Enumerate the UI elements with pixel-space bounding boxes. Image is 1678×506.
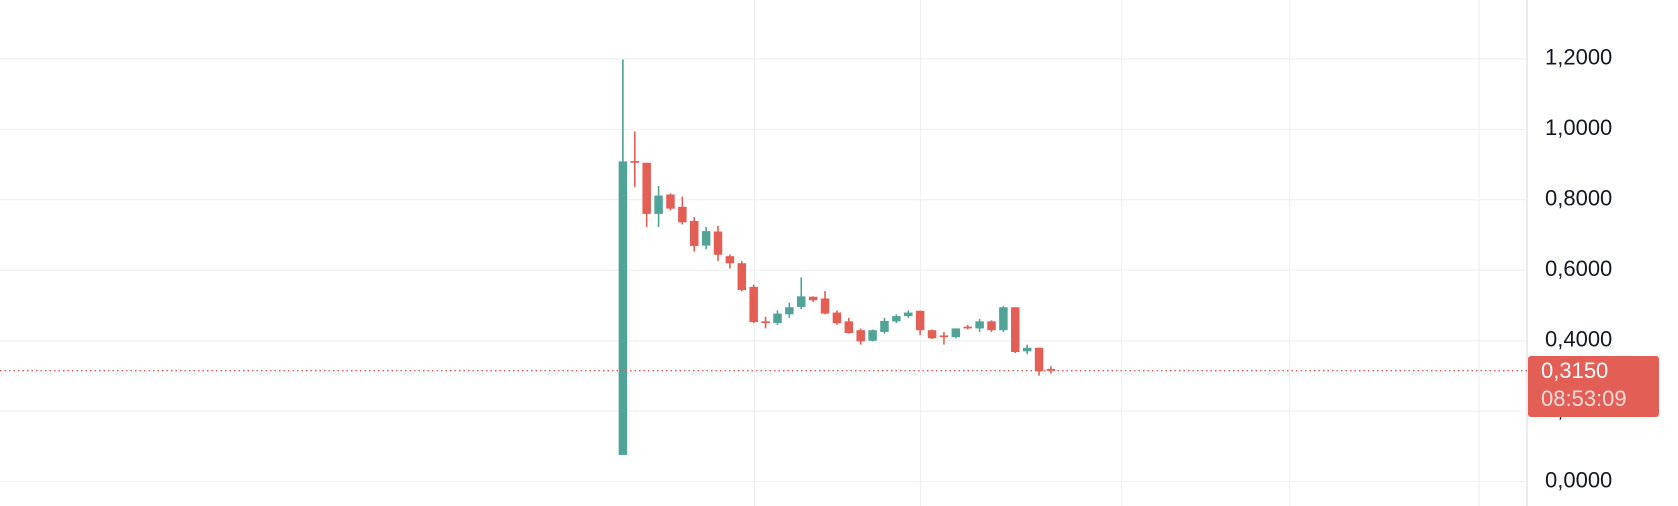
candle-body [678, 206, 687, 223]
candle-body [749, 286, 758, 323]
candle-body [1011, 307, 1020, 353]
time-grid [754, 0, 1480, 506]
candle-body [868, 330, 877, 341]
candle-body [963, 326, 972, 329]
candle-body [701, 231, 711, 246]
candle-body [832, 312, 842, 324]
candle-body [808, 296, 818, 301]
candle-body [654, 195, 663, 214]
candle-body [761, 321, 770, 324]
y-tick-label: 1,0000 [1545, 115, 1612, 140]
candle-body [785, 307, 794, 315]
y-tick-label: 0,4000 [1545, 327, 1612, 352]
candle-body [856, 330, 865, 342]
price-label-box [1528, 356, 1659, 417]
candle-body [999, 307, 1008, 331]
candle-body [1022, 347, 1032, 352]
candle-body [939, 335, 949, 338]
candle-body [927, 330, 937, 339]
candle-body [725, 256, 735, 264]
y-tick-label: 0,6000 [1545, 256, 1612, 281]
candle-body [904, 312, 913, 317]
candle-body [1046, 368, 1056, 371]
candle-body [630, 161, 640, 163]
candle-body [618, 161, 628, 455]
candle-body [987, 321, 996, 331]
y-tick-label: 0,0000 [1545, 467, 1612, 492]
candle-body [951, 328, 961, 338]
last-price-label: 0,3150 [1541, 358, 1608, 383]
countdown-label: 08:53:09 [1541, 386, 1627, 411]
candle-body [737, 263, 747, 290]
candle-body [666, 194, 675, 209]
candle-body [820, 298, 830, 314]
y-tick-label: 1,2000 [1545, 45, 1612, 70]
y-tick-label: 0,8000 [1545, 186, 1612, 211]
candle-body [773, 313, 782, 324]
candle-body [713, 231, 723, 255]
candle-body [975, 321, 984, 329]
candle-body [915, 310, 925, 331]
candle-body [880, 321, 889, 332]
candle-body [642, 162, 651, 214]
candle-body [892, 316, 901, 322]
candle-body [689, 220, 699, 246]
candle-body [797, 296, 806, 307]
candle-body [1034, 347, 1044, 372]
candle-body [844, 321, 854, 333]
